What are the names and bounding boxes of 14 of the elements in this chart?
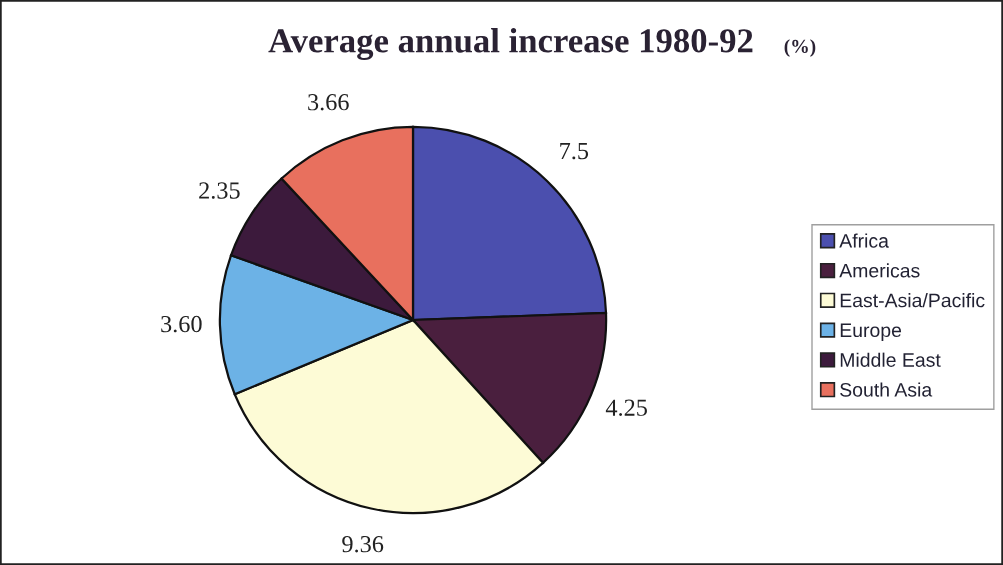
data-label: 4.25 [605,399,647,416]
chart-title: Average annual increase 1980-92 [268,28,753,60]
data-label: 3.60 [161,315,202,333]
legend-label: East-Asia/Pacific [840,293,985,308]
data-label: 9.36 [342,535,384,553]
data-label: 2.35 [199,182,240,199]
legend-label: Middle East [840,352,941,367]
legend-label: Europe [840,323,902,341]
legend-label: Americas [839,263,920,278]
legend-label: Africa [839,233,889,248]
data-label: 3.66 [308,94,349,111]
legend-label: South Asia [840,382,933,397]
chart-subtitle: (%) [784,39,816,57]
data-label: 7.5 [560,143,589,160]
